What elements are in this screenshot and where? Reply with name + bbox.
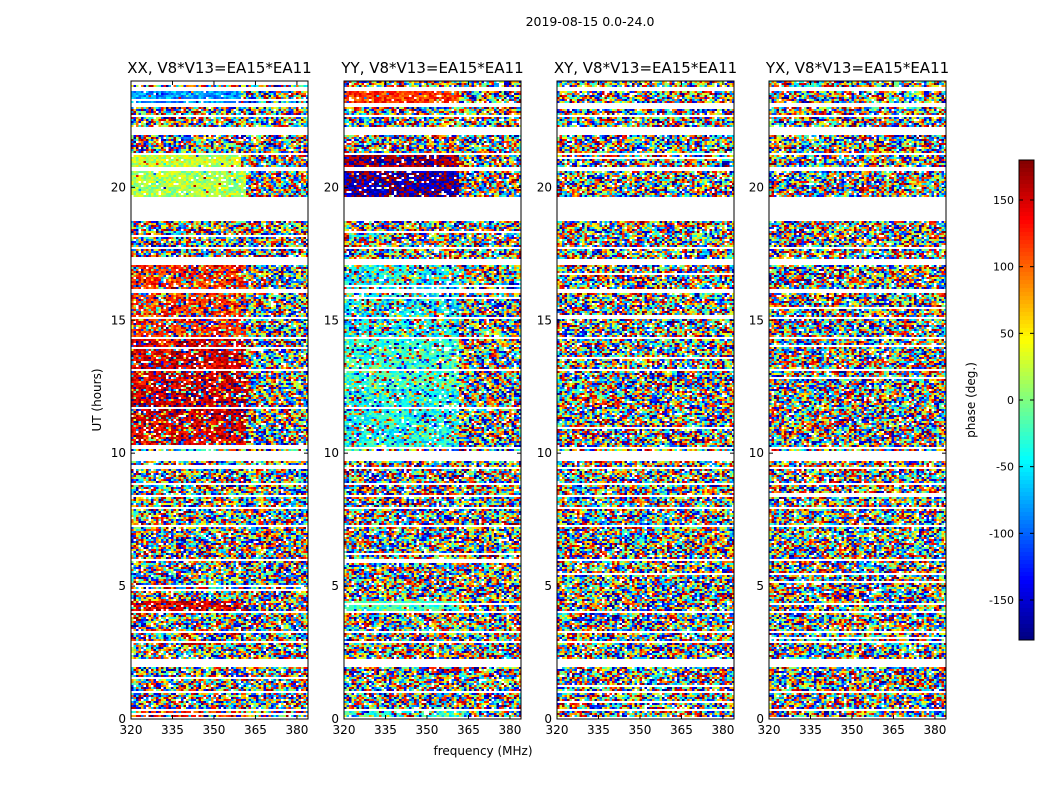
y-tick-label: 0 — [118, 712, 126, 726]
panel-title: XX, V8*V13=EA15*EA11 — [127, 59, 311, 77]
colorbar-tick-label: 50 — [1000, 327, 1014, 340]
colorbar-tick-label: -100 — [989, 527, 1014, 540]
colorbar-tick-label: -50 — [996, 461, 1014, 474]
y-tick-label: 10 — [749, 446, 764, 460]
phase-raster — [769, 81, 947, 717]
colorbar-tick-label: 100 — [993, 261, 1014, 274]
colorbar-tick-label: 0 — [1007, 394, 1014, 407]
x-tick-label: 380 — [285, 723, 308, 737]
x-tick-label: 335 — [161, 723, 184, 737]
x-tick-label: 365 — [670, 723, 693, 737]
y-tick-label: 15 — [537, 313, 552, 327]
y-tick-label: 15 — [324, 313, 339, 327]
x-tick-label: 380 — [711, 723, 734, 737]
y-tick-label: 20 — [111, 180, 126, 194]
colorbar-label: phase (deg.) — [964, 362, 978, 438]
figure-suptitle: 2019-08-15 0.0-24.0 — [526, 14, 655, 29]
x-tick-label: 365 — [457, 723, 480, 737]
panel-title: YX, V8*V13=EA15*EA11 — [765, 59, 949, 77]
y-tick-label: 20 — [537, 180, 552, 194]
y-tick-label: 10 — [537, 446, 552, 460]
x-tick-label: 335 — [587, 723, 610, 737]
x-tick-label: 380 — [923, 723, 946, 737]
colorbar-tick-label: -150 — [989, 594, 1014, 607]
x-tick-label: 350 — [629, 723, 652, 737]
y-tick-label: 20 — [749, 180, 764, 194]
x-tick-label: 350 — [203, 723, 226, 737]
x-tick-label: 335 — [799, 723, 822, 737]
y-tick-label: 10 — [111, 446, 126, 460]
panel-title: XY, V8*V13=EA15*EA11 — [554, 59, 737, 77]
y-tick-label: 15 — [749, 313, 764, 327]
x-tick-label: 365 — [882, 723, 905, 737]
x-tick-label: 365 — [244, 723, 267, 737]
y-tick-label: 10 — [324, 446, 339, 460]
y-axis-label: UT (hours) — [90, 368, 104, 431]
y-tick-label: 0 — [331, 712, 339, 726]
x-axis-label: frequency (MHz) — [433, 744, 532, 758]
x-tick-label: 350 — [416, 723, 439, 737]
y-tick-label: 0 — [756, 712, 764, 726]
y-tick-label: 20 — [324, 180, 339, 194]
phase-raster — [344, 81, 522, 717]
colorbar: -150 -100 -50 0 50 100 150 phase (deg.) — [964, 160, 1034, 640]
x-tick-label: 350 — [841, 723, 864, 737]
x-tick-label: 380 — [498, 723, 521, 737]
colorbar-tick-label: 150 — [993, 194, 1014, 207]
x-tick-label: 335 — [374, 723, 397, 737]
y-tick-label: 0 — [544, 712, 552, 726]
y-tick-label: 15 — [111, 313, 126, 327]
y-tick-label: 5 — [118, 579, 126, 593]
y-tick-label: 5 — [756, 579, 764, 593]
panel-title: YY, V8*V13=EA15*EA11 — [340, 59, 523, 77]
y-tick-label: 5 — [331, 579, 339, 593]
y-tick-label: 5 — [544, 579, 552, 593]
